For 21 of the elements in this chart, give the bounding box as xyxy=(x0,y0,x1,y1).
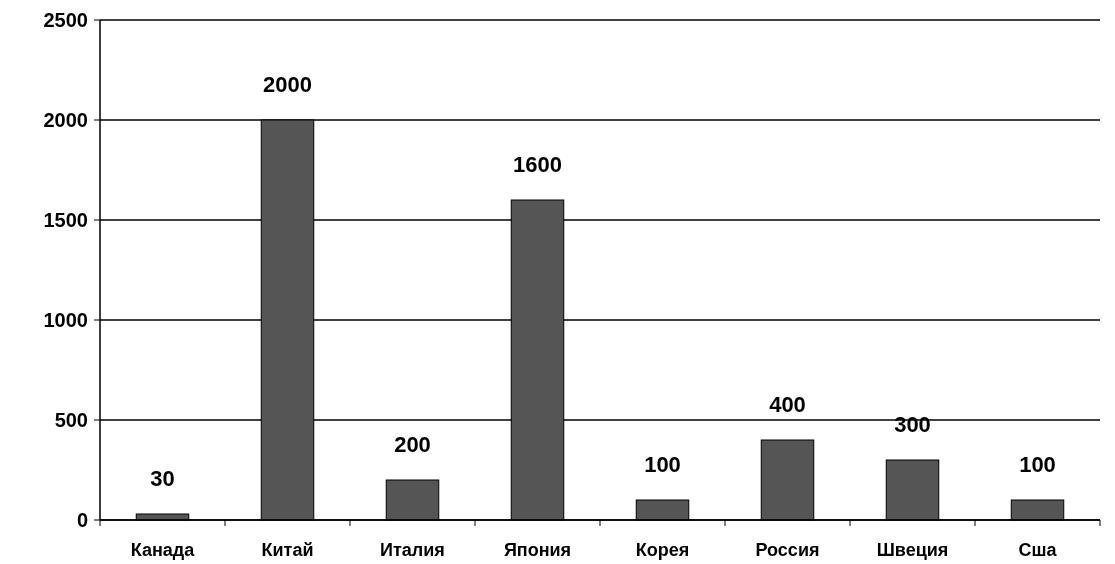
data-label: 200 xyxy=(394,432,431,457)
data-label: 30 xyxy=(150,466,175,491)
x-tick-label: Сша xyxy=(1018,540,1058,560)
x-tick-label: Китай xyxy=(261,540,314,560)
x-tick-label: Швеция xyxy=(876,540,949,560)
x-tick-label: Россия xyxy=(755,540,820,560)
x-tick-label: Корея xyxy=(635,540,690,560)
data-label: 100 xyxy=(1019,452,1056,477)
data-label: 2000 xyxy=(263,72,312,97)
x-tick-label: Канада xyxy=(130,540,196,560)
data-label: 100 xyxy=(644,452,681,477)
y-tick-label: 1500 xyxy=(43,209,88,231)
y-tick-label: 2500 xyxy=(43,9,88,31)
data-label: 400 xyxy=(769,392,806,417)
y-tick-label: 1000 xyxy=(43,309,88,331)
y-tick-label: 2000 xyxy=(43,109,88,131)
data-label: 1600 xyxy=(513,152,562,177)
x-tick-label: Италия xyxy=(380,540,445,560)
x-tick-label: Япония xyxy=(503,540,572,560)
y-tick-label: 500 xyxy=(54,409,88,431)
y-tick-label: 0 xyxy=(76,509,88,531)
